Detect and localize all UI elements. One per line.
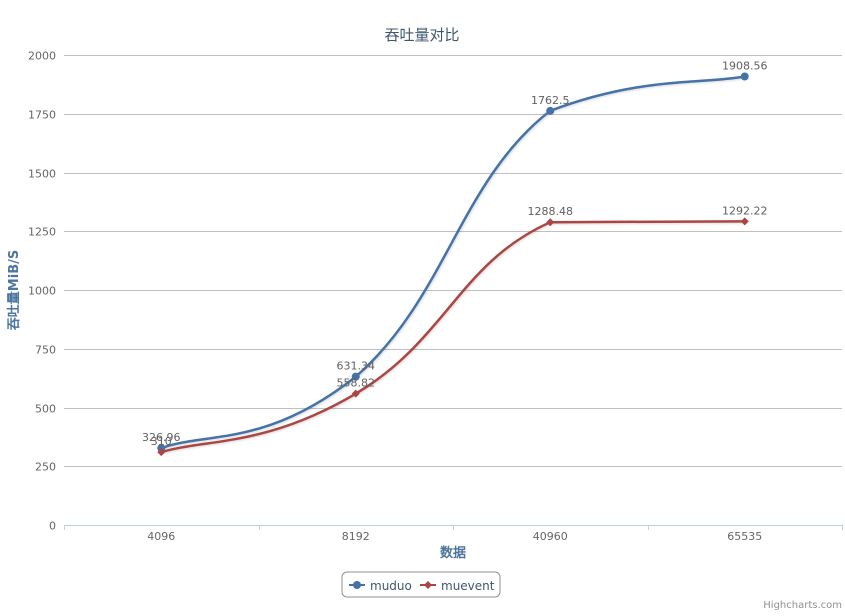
data-point-muduo[interactable] [546,106,555,115]
y-axis-title: 吞吐量MiB/S [6,250,22,330]
legend-label-muevent: muevent [441,579,495,593]
data-label-muduo: 1908.56 [722,59,768,72]
series-group [157,72,749,457]
series-line-muevent[interactable] [160,220,745,454]
data-point-muevent[interactable] [157,448,166,457]
data-label-muevent: 1288.48 [528,205,574,218]
legend-marker-muevent [424,581,432,589]
y-tick-label: 500 [35,403,56,416]
x-tick-label: 4096 [147,530,175,543]
data-point-muduo[interactable] [351,372,360,381]
data-label-muduo: 1762.5 [531,94,570,107]
y-tick-label: 0 [49,520,56,533]
x-tick-label: 40960 [533,530,568,543]
data-point-muevent[interactable] [546,218,555,227]
y-tick-label: 1250 [28,226,56,239]
y-tick-label: 1000 [28,285,56,298]
credits-link[interactable]: Highcharts.com [763,600,842,611]
data-label-muevent: 558.82 [337,377,376,390]
x-tick-label: 65535 [727,530,762,543]
y-tick-label: 250 [35,461,56,474]
grid-lines [64,55,842,467]
data-label-muduo: 326.96 [142,431,181,444]
data-label-muevent: 310 [151,435,172,448]
x-axis-title: 数据 [440,545,466,561]
chart-title: 吞吐量对比 [384,26,459,44]
y-tick-label: 750 [35,344,56,357]
series-line-muduo[interactable] [160,75,745,450]
legend-item-muduo[interactable]: muduo [349,579,412,593]
y-tick-label: 1500 [28,168,56,181]
data-label-muevent: 1292.22 [722,204,768,217]
legend-label-muduo: muduo [370,579,412,593]
data-point-muevent[interactable] [740,217,749,226]
y-tick-label: 1750 [28,109,56,122]
data-label-muduo: 631.34 [337,360,376,373]
data-point-muduo[interactable] [740,72,749,81]
x-tick-label: 8192 [342,530,370,543]
data-point-muevent[interactable] [351,389,360,398]
axes: 0 250 500 750 1000 1250 1500 1750 2000 4096 8192 40… [28,50,843,543]
legend-item-muevent[interactable]: muevent [420,579,495,593]
y-tick-label: 2000 [28,50,56,63]
legend-marker-muduo [353,581,361,589]
legend: muduo muevent [341,571,501,598]
data-labels: 326.96 631.34 1762.5 1908.56 310 558.82 1288.4… [142,59,768,448]
